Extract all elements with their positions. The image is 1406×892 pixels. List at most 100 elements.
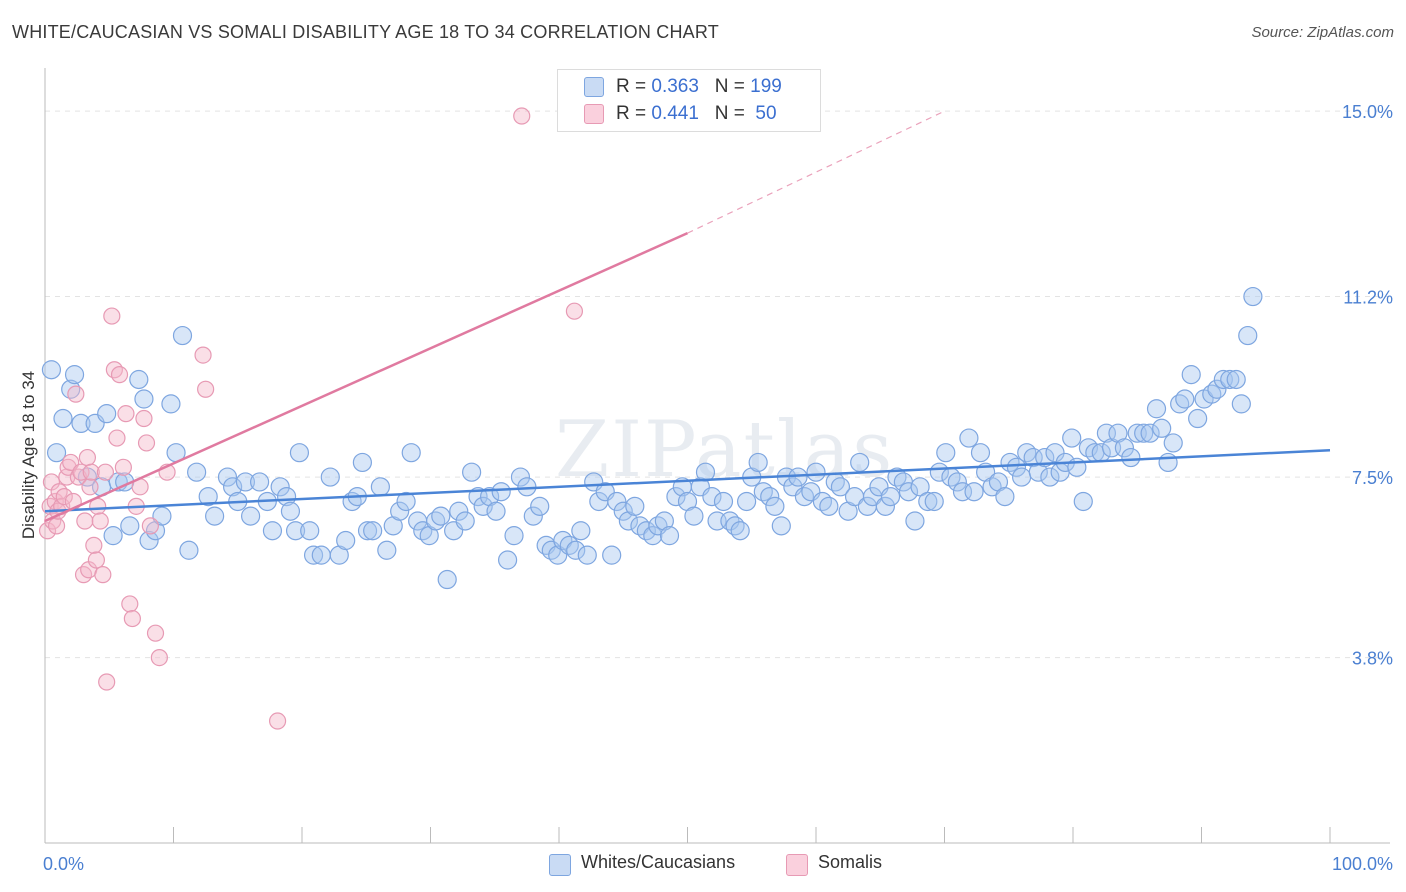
whites-point	[437, 569, 457, 590]
whites-point	[771, 516, 791, 536]
whites-point	[270, 477, 290, 497]
whites-point	[41, 360, 62, 380]
whites-point	[320, 467, 340, 487]
whites-point	[898, 482, 919, 502]
somalis-point	[91, 512, 109, 530]
whites-point	[819, 496, 839, 516]
somalis-point	[137, 434, 156, 452]
chart-title: WHITE/CAUCASIAN VS SOMALI DISABILITY AGE…	[12, 22, 719, 42]
whites-point	[172, 325, 193, 346]
somalis-point	[105, 361, 123, 379]
whites-point	[161, 394, 181, 414]
legend-row-somalis: R = 0.441 N = 50	[584, 103, 777, 125]
whites-point	[217, 467, 238, 487]
whites-point	[289, 443, 310, 463]
whites-point	[357, 521, 378, 541]
whites-point	[223, 477, 243, 497]
somalis-point	[103, 307, 121, 325]
y-tick-label: 15.0%	[1342, 102, 1393, 122]
somalis-point	[141, 517, 159, 535]
somalis-point	[82, 463, 100, 481]
somalis-point	[67, 385, 85, 403]
somalis-point	[110, 366, 129, 384]
grid-lines	[45, 110, 1390, 659]
whites-point	[129, 369, 149, 390]
whites-point	[462, 462, 482, 482]
source-label: Source: ZipAtlas.com	[1251, 24, 1394, 41]
whites-point	[1207, 379, 1227, 399]
r-label: R =	[616, 103, 652, 124]
whites-point	[850, 452, 870, 473]
somalis-point	[513, 107, 531, 125]
whites-point	[53, 408, 73, 429]
somalis-point	[55, 487, 73, 506]
legend-swatch-whites	[549, 854, 571, 876]
whites-point	[1146, 399, 1167, 419]
whites-trend-line	[44, 448, 1331, 513]
series-whites	[41, 286, 1263, 590]
whites-point	[765, 496, 785, 516]
somalis-point	[121, 595, 139, 613]
somalis-point	[85, 536, 103, 554]
whites-point	[103, 526, 123, 546]
somalis-point	[146, 624, 165, 642]
n-value-whites: 199	[750, 76, 782, 97]
whites-point	[523, 506, 543, 526]
n-label: N =	[714, 76, 751, 97]
whites-point	[352, 452, 372, 473]
whites-point	[947, 472, 967, 492]
whites-point	[952, 482, 973, 502]
legend-label-somalis: Somalis	[818, 852, 883, 872]
whites-point	[571, 521, 591, 541]
somalis-point	[94, 566, 112, 584]
whites-point	[995, 486, 1015, 507]
whites-point	[139, 530, 159, 551]
somalis-point	[38, 522, 57, 540]
whites-point	[1163, 433, 1183, 453]
somalis-point	[194, 346, 212, 364]
whites-point	[924, 491, 944, 512]
somalis-point	[150, 648, 168, 667]
whites-point	[510, 467, 531, 487]
whites-point	[205, 506, 225, 526]
somalis-point	[117, 405, 135, 423]
somalis-point	[78, 448, 97, 467]
somalis-point	[197, 380, 215, 398]
whites-point	[1040, 467, 1060, 487]
y-tick-label: 3.8%	[1352, 649, 1393, 669]
whites-point	[1096, 423, 1117, 443]
whites-point	[336, 530, 356, 551]
legend-row-whites: R = 0.363 N = 199	[584, 76, 782, 98]
whites-point	[377, 540, 397, 560]
legend-swatch-somalis	[584, 104, 604, 124]
whites-point	[684, 506, 704, 526]
whites-point	[152, 506, 172, 526]
whites-point	[1140, 423, 1160, 443]
whites-point	[964, 482, 984, 502]
whites-point	[1114, 438, 1135, 458]
whites-point	[1238, 325, 1258, 346]
y-tick-label: 11.2%	[1343, 288, 1393, 308]
whites-point	[737, 491, 757, 512]
somalis-point	[98, 673, 116, 691]
whites-point	[285, 521, 306, 541]
whites-point	[473, 496, 493, 516]
whites-point	[1011, 467, 1032, 487]
whites-point	[303, 545, 324, 565]
somalis-point	[114, 458, 132, 476]
whites-point	[449, 501, 469, 521]
whites-point	[830, 477, 851, 497]
whites-point	[1181, 365, 1201, 385]
whites-point	[311, 545, 331, 565]
whites-point	[959, 428, 979, 448]
whites-point	[97, 404, 117, 424]
whites-point	[1231, 394, 1251, 414]
y-axis-label: Disability Age 18 to 34	[19, 371, 38, 539]
r-value-somalis: 0.441	[651, 103, 699, 124]
whites-point	[300, 521, 320, 541]
whites-point	[64, 365, 85, 385]
whites-point	[702, 486, 722, 507]
whites-point	[1073, 491, 1093, 512]
whites-point	[666, 486, 686, 507]
somalis-point	[81, 478, 99, 496]
